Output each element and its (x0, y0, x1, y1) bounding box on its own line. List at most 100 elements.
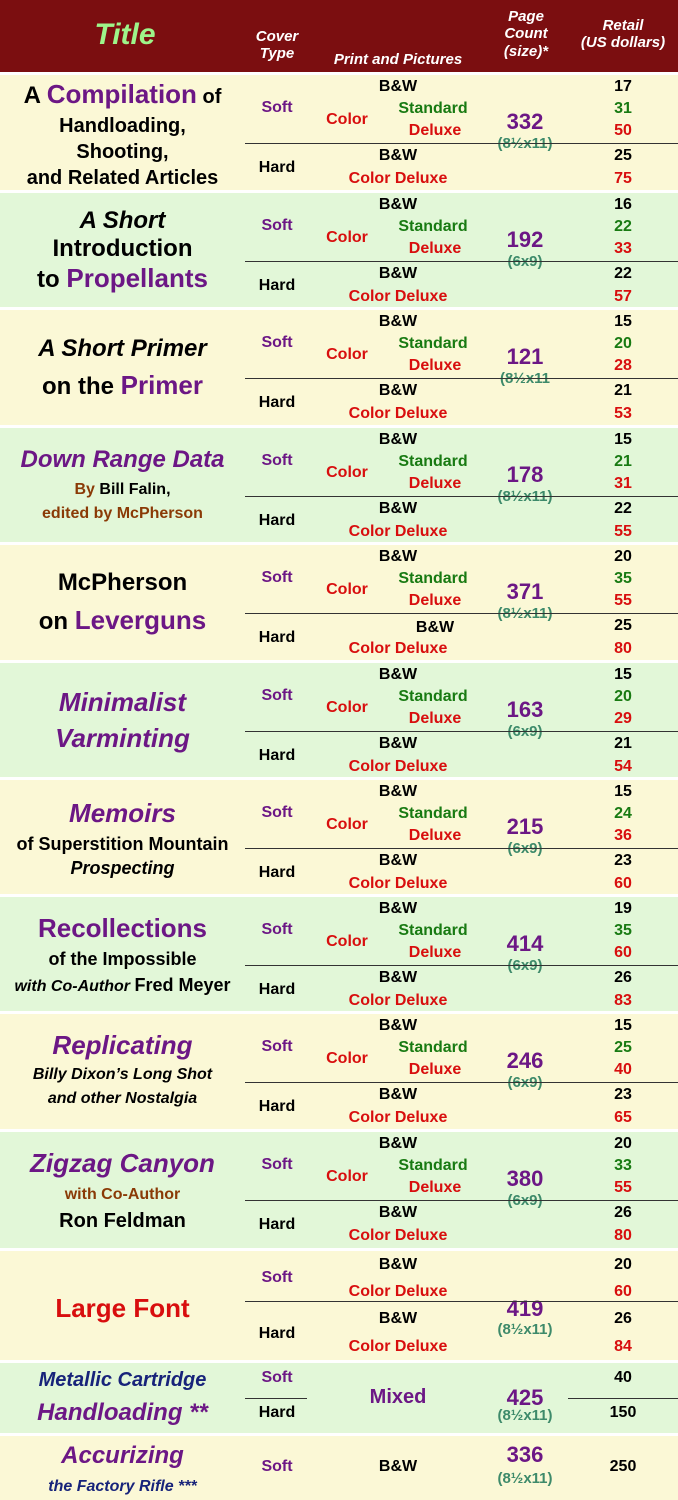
price: 53 (614, 405, 632, 422)
header-cover-type: Cover Type (255, 28, 299, 63)
price: 17 (614, 78, 632, 95)
book-row: 215 (6x9) Soft Hard B&W Color Standard Deluxe B&… (0, 777, 678, 894)
print-bw: B&W (378, 1017, 418, 1034)
book-title-line-part: of the Impossible (48, 949, 197, 969)
print-bw: B&W (378, 196, 418, 213)
price: 60 (614, 875, 632, 892)
book-title-line-part: Propellants (66, 263, 208, 293)
print-color: Color (326, 933, 368, 950)
print-color-deluxe: Color Deluxe (348, 1227, 448, 1244)
print-deluxe: Deluxe (408, 240, 462, 257)
price: 24 (614, 805, 632, 822)
print-standard: Standard (398, 335, 468, 352)
print-color: Color (326, 346, 368, 363)
cover-soft: Soft (261, 921, 293, 938)
print-bw-hard: B&W (378, 265, 418, 282)
page-count: 419 (506, 1296, 544, 1321)
print-bw-hard: B&W (378, 500, 418, 517)
cover-soft: Soft (261, 569, 293, 586)
book-title-line: of Superstition Mountain (0, 834, 245, 855)
book-title-line-part: Leverguns (74, 605, 207, 635)
header-retail: Retail (US dollars) (580, 17, 666, 52)
divider (245, 1200, 568, 1201)
price: 83 (614, 992, 632, 1009)
book-title: McPherson (0, 569, 245, 597)
book-title-part: Large Font (55, 1293, 190, 1323)
book-title-line: the Factory Rifle *** (0, 1478, 245, 1496)
print-bw-hard: B&W (378, 1310, 418, 1327)
cover-hard: Hard (258, 1216, 296, 1233)
book-title: Large Font (0, 1293, 245, 1324)
book-row: 178 (8½x11) Soft Hard B&W Color Standard Deluxe… (0, 425, 678, 542)
print-bw: B&W (378, 548, 418, 565)
table-header: Title Cover Type Print and Pictures Page… (0, 0, 678, 72)
print-color-deluxe: Color Deluxe (348, 288, 448, 305)
book-title-line-part: Handloading ** (37, 1399, 208, 1426)
book-title-line-part: Bill Falin, (99, 481, 171, 498)
print-bw-hard: B&W (378, 1204, 418, 1221)
price: 150 (609, 1404, 637, 1421)
page-count: 163 (506, 697, 544, 722)
print-color: Color (326, 699, 368, 716)
cover-soft: Soft (261, 1156, 293, 1173)
cover-soft: Soft (261, 217, 293, 234)
page-count: 215 (506, 814, 544, 839)
divider (568, 1082, 678, 1083)
book-title-line: edited by McPherson (0, 505, 245, 523)
print-color-deluxe-hard: Color Deluxe (348, 1338, 448, 1355)
page-count: 371 (506, 579, 544, 604)
print-standard: Standard (398, 805, 468, 822)
divider (245, 378, 568, 379)
book-title-line-part: By (74, 481, 100, 498)
book-title-line: with Co-Author (0, 1186, 245, 1204)
divider (568, 261, 678, 262)
price: 22 (614, 218, 632, 235)
book-row: 371 (8½x11) Soft Hard B&W Color Standard Deluxe… (0, 542, 678, 660)
price: 15 (614, 431, 632, 448)
price: 16 (614, 196, 632, 213)
print-bw-hard: B&W (378, 735, 418, 752)
print-standard: Standard (398, 570, 468, 587)
cover-soft: Soft (261, 99, 293, 116)
cover-soft: Soft (261, 1369, 293, 1386)
book-title-line: to Propellants (0, 263, 245, 294)
cover-soft: Soft (261, 804, 293, 821)
print-bw-hard: B&W (378, 852, 418, 869)
book-title-line-part: Prospecting (70, 858, 175, 878)
divider (568, 731, 678, 732)
divider (568, 1398, 678, 1399)
price: 36 (614, 827, 632, 844)
book-title-line: By Bill Falin, (0, 481, 245, 499)
price: 25 (614, 1039, 632, 1056)
print-standard: Standard (398, 1039, 468, 1056)
price: 80 (614, 1227, 632, 1244)
page-count: 380 (506, 1166, 544, 1191)
book-title-line-part: Handloading, (59, 115, 186, 137)
price: 55 (614, 1179, 632, 1196)
book-title: A Short (0, 207, 245, 235)
cover-hard: Hard (258, 512, 296, 529)
print-mixed: Mixed (369, 1386, 427, 1408)
cover-hard: Hard (258, 1325, 296, 1342)
price: 20 (614, 688, 632, 705)
print-color: Color (326, 111, 368, 128)
book-title-line-part: of Superstition Mountain (16, 834, 229, 854)
book-title-line-part: with Co-Author (14, 978, 135, 995)
price: 23 (614, 1086, 632, 1103)
price: 20 (614, 1135, 632, 1152)
book-row: 192 (6x9) Soft Hard B&W Color Standard Deluxe B&… (0, 190, 678, 307)
price: 75 (614, 170, 632, 187)
price: 20 (614, 335, 632, 352)
price: 55 (614, 592, 632, 609)
page-count: 332 (506, 109, 544, 134)
print-color-deluxe: Color Deluxe (348, 875, 448, 892)
print-bw: B&W (378, 666, 418, 683)
book-row: 336 (8½x11) Soft B&W 250 Accurizing the Factor… (0, 1433, 678, 1500)
divider (245, 496, 568, 497)
book-title-part: Memoirs (69, 798, 176, 828)
book-title: Accurizing (0, 1442, 245, 1470)
print-deluxe: Deluxe (408, 1061, 462, 1078)
divider (245, 1082, 568, 1083)
book-title: A Compilation of (0, 79, 245, 110)
page-count: 336 (506, 1442, 544, 1467)
